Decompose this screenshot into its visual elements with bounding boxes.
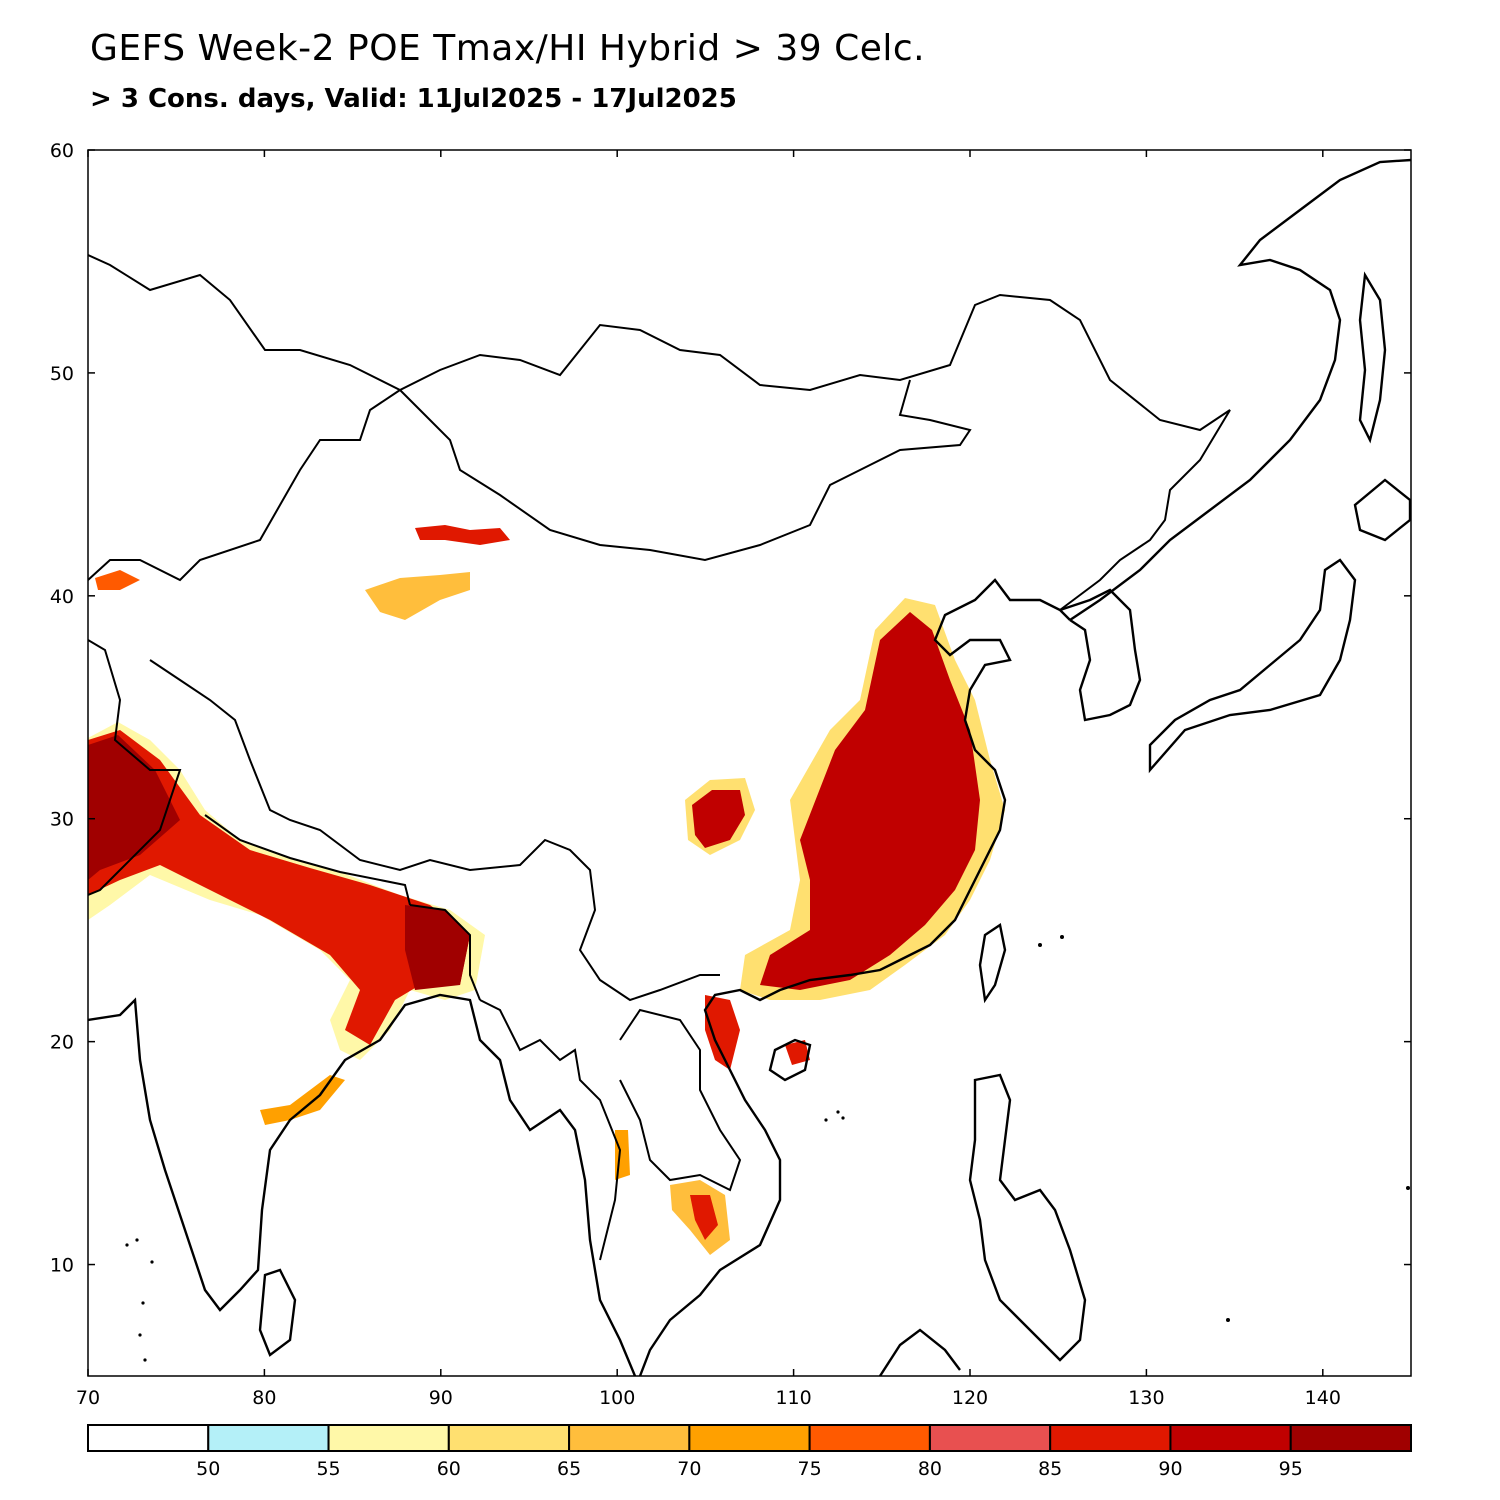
colorbar-swatch [568,1424,691,1452]
lat-tick-label: 60 [50,140,74,162]
colorbar-label: 55 [316,1458,340,1480]
lat-tick-label: 10 [50,1255,74,1277]
east-china-heat-core [760,612,980,990]
latitude-axis: 10 20 30 40 50 60 [50,140,1411,1277]
colorbar-swatch [87,1424,210,1452]
india-heat-core [88,730,470,1045]
pakistan-border [88,639,182,896]
map-title: GEFS Week-2 POE Tmax/HI Hybrid > 39 Celc… [90,28,926,69]
taiwan-coastline [978,923,1007,1004]
colorbar-swatch [688,1424,811,1452]
lon-tick-label: 130 [1128,1387,1164,1409]
lon-tick-label: 100 [599,1387,635,1409]
sichuan-heat-core [692,790,745,848]
colorbar-swatch [1169,1424,1292,1452]
map-content [88,158,1411,1376]
laos-thailand-border [619,1008,742,1192]
east-coast-india-heat [260,1075,345,1125]
borneo-coastline [878,1328,961,1376]
map-frame [87,149,1412,1377]
nepal-border [204,814,411,906]
lat-tick-label: 50 [50,363,74,385]
lon-tick-label: 70 [76,1387,100,1409]
lon-tick-label: 120 [952,1387,988,1409]
tarim-heat-1 [365,572,470,620]
russia-far-east-coastline [1069,158,1411,621]
china-border-north [88,254,1231,611]
colorbar: 50 55 60 65 70 75 80 85 90 95 [87,1424,1413,1480]
colorbar-swatch [1049,1424,1172,1452]
islands [125,935,1410,1362]
colorbar-label: 65 [557,1458,581,1480]
himalaya-border [149,659,720,1002]
colorbar-swatch [808,1424,931,1452]
myanmar-border [479,999,622,1261]
colorbar-swatch [1289,1424,1413,1452]
lon-tick-label: 110 [775,1387,811,1409]
india-coastline [88,993,637,1376]
country-borders [88,254,1231,1261]
fergana-heat [95,570,140,590]
lat-tick-label: 20 [50,1032,74,1054]
cambodia-heat-core [690,1195,718,1240]
colorbar-label: 70 [677,1458,701,1480]
lon-tick-label: 140 [1305,1387,1341,1409]
colorbar-label: 50 [196,1458,220,1480]
probability-shading [88,525,1005,1255]
philippines-coastline [968,1073,1087,1362]
hainan-coastline [768,1038,812,1082]
colorbar-label: 75 [798,1458,822,1480]
hainan-heat [785,1040,810,1065]
vietnam-heat [705,995,740,1070]
japan-coastline [1148,558,1357,774]
tarim-heat-2 [415,525,510,545]
india-heat-max [88,735,180,880]
colorbar-swatch [928,1424,1052,1452]
bangladesh-heat-max [405,905,470,990]
map-subtitle: > 3 Cons. days, Valid: 11Jul2025 - 17Jul… [90,84,737,114]
sri-lanka-coastline [258,1268,297,1357]
lat-tick-label: 40 [50,586,74,608]
central-asia-borders [88,389,401,582]
coastlines [88,158,1411,1376]
colorbar-label: 85 [1038,1458,1062,1480]
colorbar-swatch [327,1424,450,1452]
longitude-axis: 70 80 90 100 110 120 130 140 [76,150,1341,1409]
lon-tick-label: 80 [252,1387,276,1409]
colorbar-label: 80 [918,1458,942,1480]
lon-tick-label: 90 [429,1387,453,1409]
colorbar-label: 95 [1279,1458,1303,1480]
colorbar-swatch [447,1424,571,1452]
colorbar-label: 60 [437,1458,461,1480]
korea-coastline [1059,588,1142,722]
bangladesh-border [409,904,481,1001]
hokkaido-coastline [1353,478,1411,542]
mongolia-border [399,379,972,562]
indochina-coastline [638,578,1071,1376]
colorbar-swatch [207,1424,330,1452]
lat-tick-label: 30 [50,809,74,831]
sakhalin-coastline [1358,271,1387,444]
colorbar-label: 90 [1158,1458,1182,1480]
